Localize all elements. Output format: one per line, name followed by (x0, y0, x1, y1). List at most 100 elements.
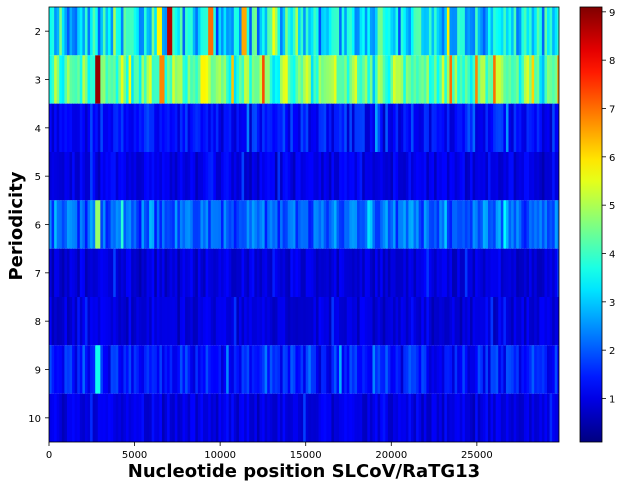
heatmap-cell (395, 152, 399, 201)
heatmap-cell (64, 55, 68, 104)
heatmap-cell (354, 345, 358, 394)
heatmap-cell (495, 393, 499, 442)
heatmap-cell (90, 200, 94, 249)
heatmap-cell (431, 55, 435, 104)
heatmap-cell (421, 200, 425, 249)
heatmap-cell (346, 393, 350, 442)
heatmap-cell (110, 103, 114, 152)
heatmap-cell (426, 297, 430, 346)
heatmap-cell (190, 248, 194, 297)
heatmap-cell (249, 55, 253, 104)
heatmap-cell (547, 55, 551, 104)
heatmap-cell (156, 55, 160, 104)
heatmap-cell (167, 248, 171, 297)
heatmap-cell (282, 248, 286, 297)
heatmap-cell (100, 55, 104, 104)
heatmap-cell (511, 55, 515, 104)
heatmap-cell (390, 297, 394, 346)
heatmap-cell (359, 103, 363, 152)
heatmap-cell (547, 7, 551, 56)
heatmap-cell (295, 152, 299, 201)
heatmap-cell (313, 103, 317, 152)
heatmap-cell (364, 55, 368, 104)
heatmap-cell (534, 345, 538, 394)
heatmap-cell (241, 345, 245, 394)
heatmap-cell (82, 248, 86, 297)
heatmap-cell (154, 152, 158, 201)
heatmap-cell (372, 152, 376, 201)
heatmap-cell (400, 55, 404, 104)
heatmap-cell (426, 7, 430, 56)
heatmap-cell (120, 297, 125, 346)
heatmap-cell (516, 393, 520, 442)
heatmap-cell (454, 248, 458, 297)
heatmap-cell (464, 297, 469, 346)
heatmap-cell (436, 248, 440, 297)
heatmap-cell (500, 55, 504, 104)
heatmap-cell (221, 297, 225, 346)
heatmap-cell (133, 297, 137, 346)
heatmap-cell (203, 345, 207, 394)
heatmap-cell (390, 55, 394, 104)
heatmap-cell (133, 345, 137, 394)
heatmap-cell (95, 393, 99, 442)
heatmap-cell (534, 7, 538, 56)
heatmap-cell (408, 103, 412, 152)
heatmap-cell (549, 7, 553, 56)
heatmap-cell (115, 248, 119, 297)
heatmap-cell (161, 297, 166, 346)
heatmap-cell (516, 103, 520, 152)
heatmap-cell (79, 393, 83, 442)
heatmap-cell (349, 248, 353, 297)
heatmap-cell (300, 345, 304, 394)
heatmap-cell (441, 200, 445, 249)
heatmap-cell (177, 103, 181, 152)
heatmap-cell (143, 55, 148, 104)
heatmap-cell (298, 7, 302, 56)
heatmap-cell (467, 393, 471, 442)
heatmap-cell (336, 103, 340, 152)
heatmap-cell (295, 393, 299, 442)
heatmap-cell (115, 7, 119, 56)
heatmap-cell (321, 152, 325, 201)
heatmap-cell (400, 200, 404, 249)
heatmap-cell (208, 200, 212, 249)
heatmap-cell (236, 55, 240, 104)
heatmap-cell (228, 103, 232, 152)
heatmap-cell (454, 345, 458, 394)
heatmap-cell (254, 152, 258, 201)
heatmap-cell (200, 297, 204, 346)
heatmap-cell (434, 248, 438, 297)
heatmap-cell (223, 7, 227, 56)
heatmap-cell (149, 152, 153, 201)
heatmap-cell (61, 248, 65, 297)
heatmap-cell (151, 248, 155, 297)
heatmap-cell (100, 200, 104, 249)
heatmap-cell (428, 393, 433, 442)
heatmap-cell (480, 55, 484, 104)
heatmap-cell (133, 103, 137, 152)
heatmap-cell (477, 200, 481, 249)
heatmap-cell (403, 7, 407, 56)
heatmap-cell (241, 103, 245, 152)
heatmap-cell (516, 248, 520, 297)
heatmap-cell (452, 200, 456, 249)
heatmap-cell (354, 297, 358, 346)
heatmap-cell (218, 297, 222, 346)
heatmap-cell (195, 152, 199, 201)
heatmap-cell (226, 103, 230, 152)
heatmap-cell (331, 152, 335, 201)
heatmap-cell (359, 152, 363, 201)
heatmap-cell (177, 345, 181, 394)
heatmap-cell (372, 345, 376, 394)
heatmap-cell (354, 200, 358, 249)
heatmap-cell (323, 393, 327, 442)
heatmap-cell (308, 345, 312, 394)
heatmap-cell (66, 248, 71, 297)
heatmap-cell (323, 7, 327, 56)
heatmap-cell (136, 200, 140, 249)
heatmap-cell (431, 200, 435, 249)
heatmap-cell (259, 297, 263, 346)
heatmap-cell (513, 297, 517, 346)
heatmap-cell (544, 345, 548, 394)
